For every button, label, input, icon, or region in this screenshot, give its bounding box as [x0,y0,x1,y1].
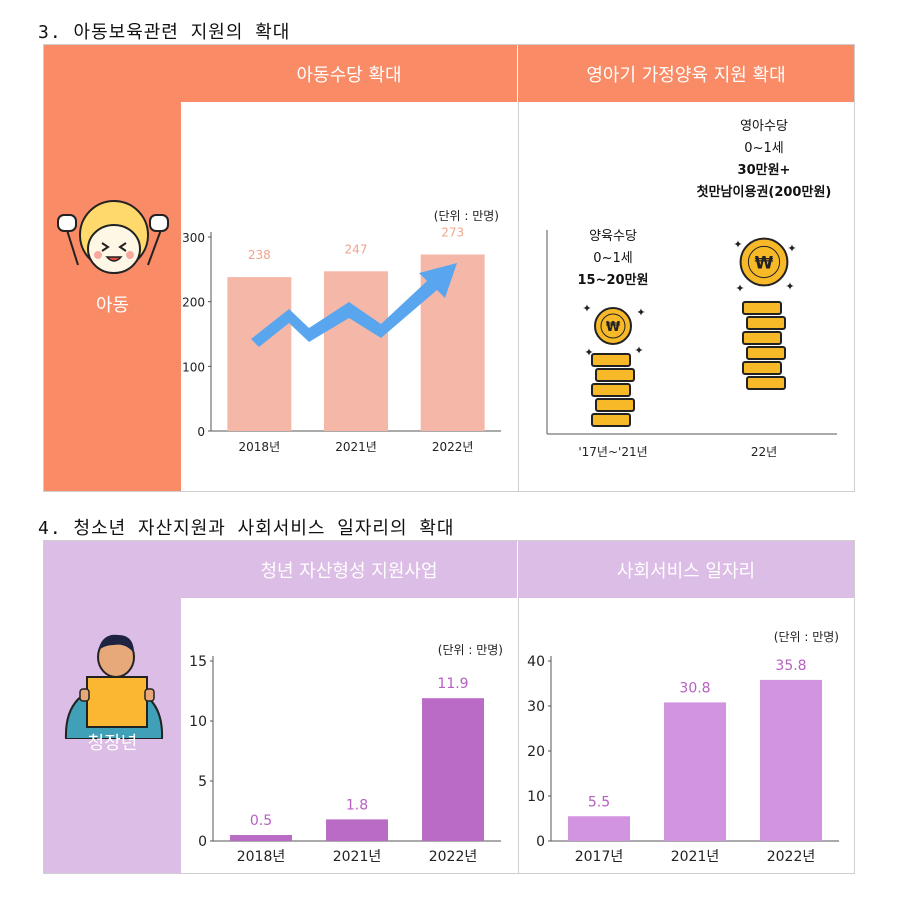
annotation-text: 영아수당 [740,119,788,134]
panel-social-service-header: 사회서비스 일자리 [518,541,854,598]
data-label: 30.8 [679,680,710,696]
annotation-text: 15~20만원 [578,272,649,288]
coin-icon [594,307,632,345]
data-label: 0.5 [250,813,272,829]
bar [568,816,630,841]
y-tick-label: 40 [527,654,545,670]
sparkle-icon: ✦ [787,242,796,255]
sparkle-icon: ✦ [733,238,742,251]
coin-bar [591,383,631,397]
young-adult-illustration [64,634,164,739]
data-label: 1.8 [346,797,368,813]
x-tick-label: 2022년 [767,849,816,865]
panel-child-allowance-header: 아동수당 확대 [181,45,518,102]
y-tick-label: 15 [189,654,207,670]
annotation-text: 30만원+ [738,162,791,178]
panel-child-allowance: 300 200 100 0 2018년 2021년 2022년 238 247 273 (단위 : … [181,102,519,491]
trend-arrow [251,263,457,347]
x-tick-label: 2018년 [237,849,286,865]
coin-bar [742,331,782,345]
y-tick-label: 10 [527,789,545,805]
bar [324,271,388,431]
y-tick-label: 200 [182,296,205,310]
coin-bar [742,361,782,375]
x-tick-label: 2022년 [432,440,474,454]
unit-note: (단위 : 만명) [434,209,499,223]
x-tick-label: 2021년 [335,440,377,454]
bar [664,702,726,841]
won-symbol: ₩ [755,253,774,273]
annotation-text: 0~1세 [593,251,632,266]
panel-social-service: 40 30 20 10 0 5.5 2017년 30.8 2021년 35.8 2022년 (단위 :… [519,598,854,873]
x-tick-label: '17년~'21년 [578,445,647,459]
y-tick-label: 10 [189,714,207,730]
child-illustration [57,200,169,274]
infant-care-chart: '17년~'21년 22년 양육수당 0~1세 15~20만원 영아수당 0~1세 30만원+… [546,119,837,459]
coin-bar [746,376,786,390]
panel-youth-asset: 15 10 5 0 0.5 2018년 1.8 2021년 11.9 2022년 (단위 : 만명) [181,598,519,873]
data-label: 5.5 [588,794,610,810]
x-tick-label: 2021년 [671,849,720,865]
section3-title: 3. 아동보육관련 지원의 확대 [38,22,291,43]
sparkle-icon: ✦ [636,306,645,319]
coin-bar [746,316,786,330]
unit-note: (단위 : 만명) [774,630,839,644]
y-tick-label: 100 [182,360,205,374]
y-tick-label: 300 [182,231,205,245]
x-tick-label: 2018년 [239,440,281,454]
coin-bar [742,301,782,315]
x-tick-label: 2017년 [575,849,624,865]
unit-note: (단위 : 만명) [438,643,503,657]
annotation-text: 양육수당 [589,229,637,244]
section4-title: 4. 청소년 자산지원과 사회서비스 일자리의 확대 [38,518,455,539]
panel-infant-care: '17년~'21년 22년 양육수당 0~1세 15~20만원 영아수당 0~1세 30만원+… [519,102,854,491]
coin-bar [591,353,631,367]
y-tick-label: 20 [527,744,545,760]
data-label: 273 [441,225,464,239]
won-symbol: ₩ [606,320,621,335]
sparkle-icon: ✦ [634,344,643,357]
y-tick-label: 0 [536,834,545,850]
x-tick-label: 2022년 [429,849,478,865]
y-tick-label: 0 [198,834,207,850]
youth-asset-chart: 15 10 5 0 0.5 2018년 1.8 2021년 11.9 2022년 (단위 : 만명) [189,643,503,865]
bar [227,277,292,431]
data-label: 238 [248,248,271,262]
x-tick-label: 22년 [751,445,777,459]
section4-side-label: 청장년 [87,733,138,754]
bar [760,679,822,841]
data-label: 35.8 [775,658,806,674]
coin-ring [600,313,626,339]
sparkle-icon: ✦ [785,280,794,293]
coin-bar [591,413,631,427]
section4-side: 청장년 [44,541,181,873]
y-tick-label: 30 [527,699,545,715]
bar [230,835,292,841]
panel-youth-asset-header: 청년 자산형성 지원사업 [181,541,518,598]
y-tick-label: 5 [198,774,207,790]
y-tick-label: 0 [197,425,205,439]
panel-infant-care-header: 영아기 가정양육 지원 확대 [518,45,854,102]
annotation-text: 첫만남이용권(200만원) [697,184,832,200]
coin-bar [595,368,635,382]
data-label: 247 [345,242,368,256]
sparkle-icon: ✦ [582,302,591,315]
coin-icon [739,237,789,287]
section4-box: 청장년 청년 자산형성 지원사업 사회서비스 일자리 15 10 5 0 0.5 2018… [43,540,855,874]
section3-side-label: 아동 [95,295,130,316]
bar [422,698,484,841]
annotation-text: 0~1세 [744,141,783,156]
child-allowance-chart: 300 200 100 0 2018년 2021년 2022년 238 247 273 (단위 : … [182,209,501,454]
social-service-chart: 40 30 20 10 0 5.5 2017년 30.8 2021년 35.8 2022년 (단위 :… [527,630,839,865]
section3-side: 아동 [44,45,181,491]
section3-box: 아동 아동수당 확대 영아기 가정양육 지원 확대 300 200 100 0 2018… [43,44,855,492]
coin-bar [595,398,635,412]
sparkle-icon: ✦ [735,282,744,295]
data-label: 11.9 [437,676,468,692]
x-tick-label: 2021년 [333,849,382,865]
coin-bar [746,346,786,360]
sparkle-icon: ✦ [584,346,593,359]
coin-ring [747,245,781,279]
bar [326,819,388,841]
